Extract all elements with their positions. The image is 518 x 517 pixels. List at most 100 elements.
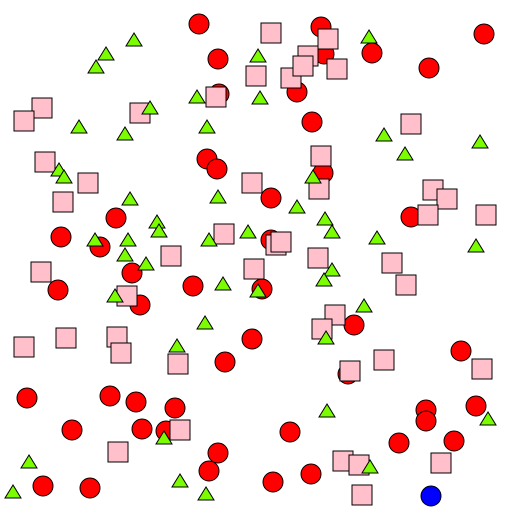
red-circle (241, 328, 263, 350)
green-triangle (396, 146, 414, 161)
pink-square (241, 172, 263, 194)
green-triangle (106, 288, 124, 303)
pink-square (475, 204, 497, 226)
pink-square (110, 342, 132, 364)
red-circle (415, 410, 437, 432)
green-triangle (155, 430, 173, 445)
green-triangle (375, 127, 393, 142)
green-triangle (368, 230, 386, 245)
red-circle (214, 351, 236, 373)
red-circle (443, 430, 465, 452)
red-circle (79, 477, 101, 499)
green-triangle (209, 189, 227, 204)
red-circle (32, 475, 54, 497)
green-triangle (171, 473, 189, 488)
green-triangle (119, 232, 137, 247)
green-triangle (360, 29, 378, 44)
green-triangle (97, 46, 115, 61)
pink-square (116, 285, 138, 307)
green-triangle (4, 484, 22, 499)
green-triangle (316, 211, 334, 226)
red-circle (465, 395, 487, 417)
pink-square (317, 28, 339, 50)
red-circle (473, 23, 495, 45)
green-triangle (315, 272, 333, 287)
red-circle (121, 262, 143, 284)
red-circle (361, 42, 383, 64)
green-triangle (116, 247, 134, 262)
green-triangle (121, 191, 139, 206)
pink-square (471, 358, 493, 380)
green-triangle (288, 199, 306, 214)
pink-square (400, 113, 422, 135)
green-triangle (361, 459, 379, 474)
green-triangle (471, 134, 489, 149)
pink-square (307, 247, 329, 269)
pink-square (395, 274, 417, 296)
red-circle (418, 57, 440, 79)
pink-square-layer (13, 22, 497, 506)
green-triangle (137, 256, 155, 271)
pink-square (30, 261, 52, 283)
green-triangle (196, 315, 214, 330)
red-circle (99, 385, 121, 407)
green-triangle (70, 119, 88, 134)
pink-square (260, 22, 282, 44)
green-triangle (239, 224, 257, 239)
green-triangle (479, 411, 497, 426)
red-circle (388, 432, 410, 454)
red-circle (131, 418, 153, 440)
green-triangle (125, 32, 143, 47)
pink-square (292, 55, 314, 77)
red-circle (61, 419, 83, 441)
pink-square (310, 145, 332, 167)
pink-square (55, 327, 77, 349)
red-circle (301, 111, 323, 133)
pink-square (326, 58, 348, 80)
green-triangle (198, 119, 216, 134)
red-circle (207, 48, 229, 70)
pink-square (167, 353, 189, 375)
green-triangle (323, 224, 341, 239)
green-triangle (116, 126, 134, 141)
green-triangle (87, 59, 105, 74)
pink-square (213, 223, 235, 245)
pink-square (436, 188, 458, 210)
pink-square (381, 252, 403, 274)
pink-square (243, 258, 265, 280)
pink-square (169, 419, 191, 441)
red-circle (16, 387, 38, 409)
red-circle (182, 275, 204, 297)
red-circle (343, 314, 365, 336)
red-circle (50, 226, 72, 248)
red-circle (207, 442, 229, 464)
green-triangle (214, 276, 232, 291)
pink-square (339, 360, 361, 382)
red-circle (188, 13, 210, 35)
red-circle (206, 158, 228, 180)
pink-square (107, 441, 129, 463)
green-triangle (251, 90, 269, 105)
green-triangle (141, 100, 159, 115)
green-triangle (317, 330, 335, 345)
pink-square (245, 65, 267, 87)
pink-square (13, 336, 35, 358)
green-triangle (249, 48, 267, 63)
red-circle (300, 463, 322, 485)
pink-square (373, 349, 395, 371)
red-circle (260, 187, 282, 209)
red-circle (105, 207, 127, 229)
red-circle (262, 471, 284, 493)
red-circle (164, 397, 186, 419)
green-triangle (150, 223, 168, 238)
green-triangle-layer (4, 29, 497, 501)
green-triangle (355, 298, 373, 313)
green-triangle (197, 486, 215, 501)
blue-player-circle[interactable] (420, 485, 442, 507)
green-triangle (323, 262, 341, 277)
pink-square (160, 245, 182, 267)
red-circle (125, 391, 147, 413)
red-circle (450, 340, 472, 362)
pink-square (417, 204, 439, 226)
